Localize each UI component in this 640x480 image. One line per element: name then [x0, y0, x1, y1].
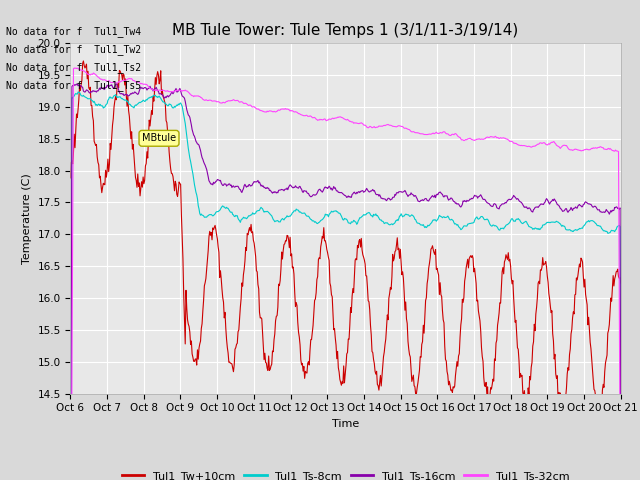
Text: No data for f  Tul1_Ts2: No data for f Tul1_Ts2 [6, 62, 141, 73]
Text: No data for f  Tul1_Ts5: No data for f Tul1_Ts5 [6, 80, 141, 91]
Text: MBtule: MBtule [142, 133, 176, 144]
Text: No data for f  Tul1_Tw4: No data for f Tul1_Tw4 [6, 25, 141, 36]
Legend: Tul1_Tw+10cm, Tul1_Ts-8cm, Tul1_Ts-16cm, Tul1_Ts-32cm: Tul1_Tw+10cm, Tul1_Ts-8cm, Tul1_Ts-16cm,… [118, 467, 573, 480]
Title: MB Tule Tower: Tule Temps 1 (3/1/11-3/19/14): MB Tule Tower: Tule Temps 1 (3/1/11-3/19… [172, 23, 519, 38]
X-axis label: Time: Time [332, 419, 359, 429]
Y-axis label: Temperature (C): Temperature (C) [22, 173, 32, 264]
Text: No data for f  Tul1_Tw2: No data for f Tul1_Tw2 [6, 44, 141, 55]
